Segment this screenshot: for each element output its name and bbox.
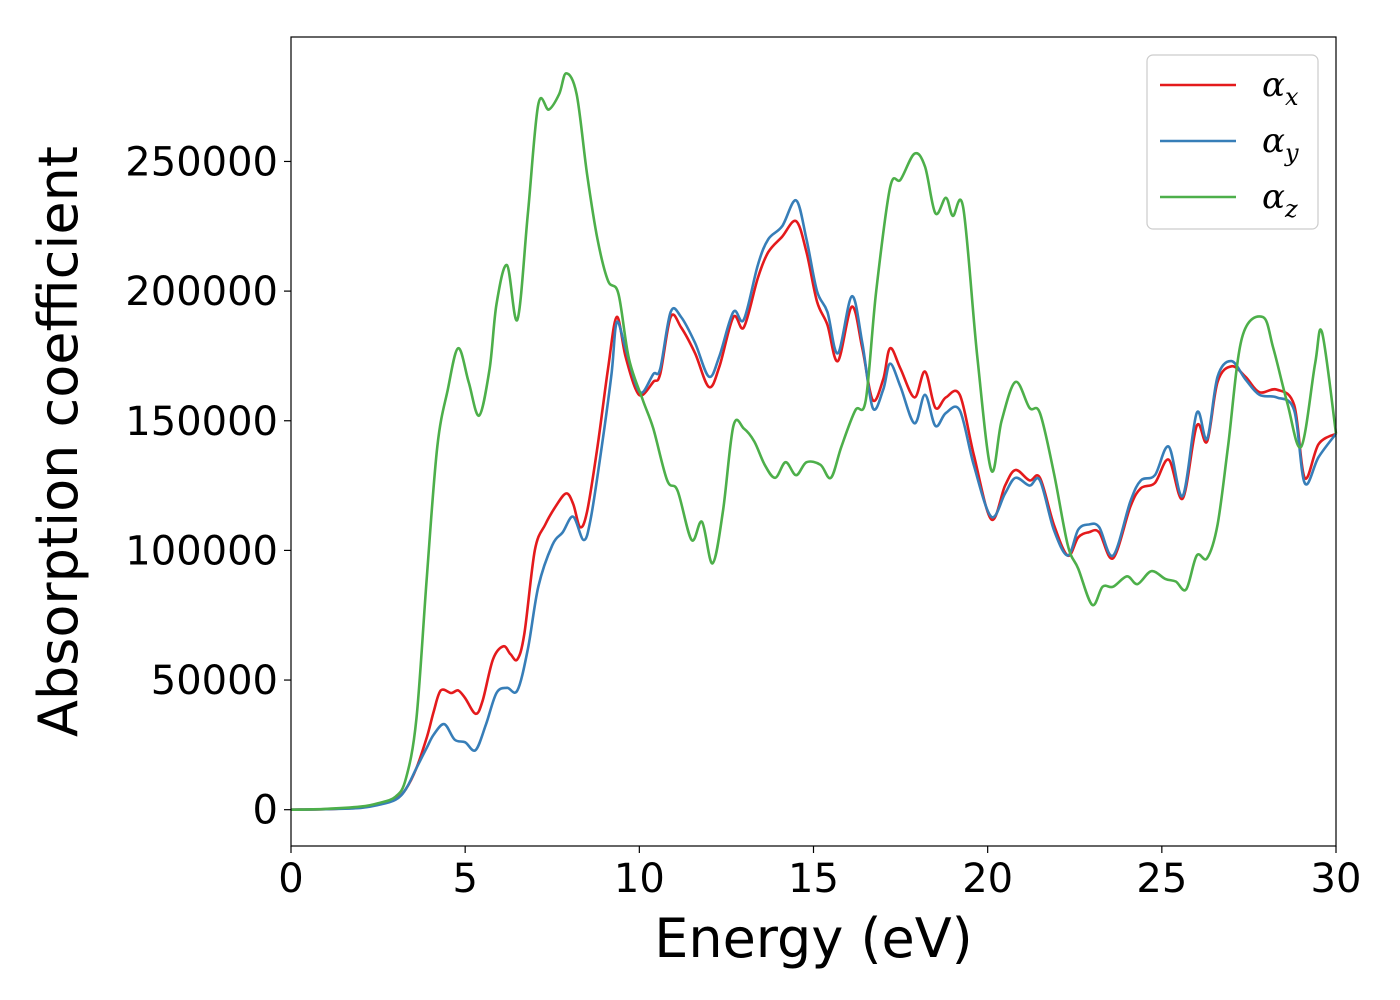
y-tick-label: 200000 bbox=[125, 269, 278, 315]
y-tick-label: 150000 bbox=[125, 399, 278, 445]
legend-symbol: α bbox=[1262, 121, 1285, 161]
x-tick-label: 5 bbox=[452, 856, 477, 902]
y-tick-label: 250000 bbox=[125, 139, 278, 185]
series-line-x bbox=[290, 219, 1337, 811]
legend-label-x: αx bbox=[1262, 65, 1299, 111]
x-tick-label: 15 bbox=[788, 856, 839, 902]
x-tick-label: 20 bbox=[962, 856, 1013, 902]
legend-symbol: α bbox=[1262, 65, 1285, 105]
legend-subscript: z bbox=[1284, 195, 1298, 223]
y-tick-label: 0 bbox=[253, 788, 278, 834]
series-line-z bbox=[290, 72, 1338, 811]
x-tick-label: 30 bbox=[1311, 856, 1362, 902]
legend-label-z: αz bbox=[1262, 177, 1298, 223]
legend-label-y: αy bbox=[1262, 121, 1299, 167]
y-tick-label: 50000 bbox=[151, 658, 278, 704]
x-axis: 0 5 10 15 20 25 30 bbox=[278, 846, 1361, 902]
x-tick-label: 0 bbox=[278, 856, 303, 902]
legend-subscript: y bbox=[1284, 139, 1299, 167]
x-tick-label: 10 bbox=[614, 856, 665, 902]
x-tick-label: 25 bbox=[1136, 856, 1187, 902]
y-axis-label: Absorption coefficient bbox=[27, 146, 90, 737]
y-tick-label: 100000 bbox=[125, 528, 278, 574]
series-line-y bbox=[290, 199, 1338, 811]
y-axis: 0 50000 100000 150000 200000 250000 bbox=[125, 139, 291, 834]
legend-subscript: x bbox=[1285, 83, 1299, 111]
series-group bbox=[290, 72, 1338, 811]
legend-symbol: α bbox=[1262, 177, 1285, 217]
x-axis-label: Energy (eV) bbox=[654, 907, 973, 970]
